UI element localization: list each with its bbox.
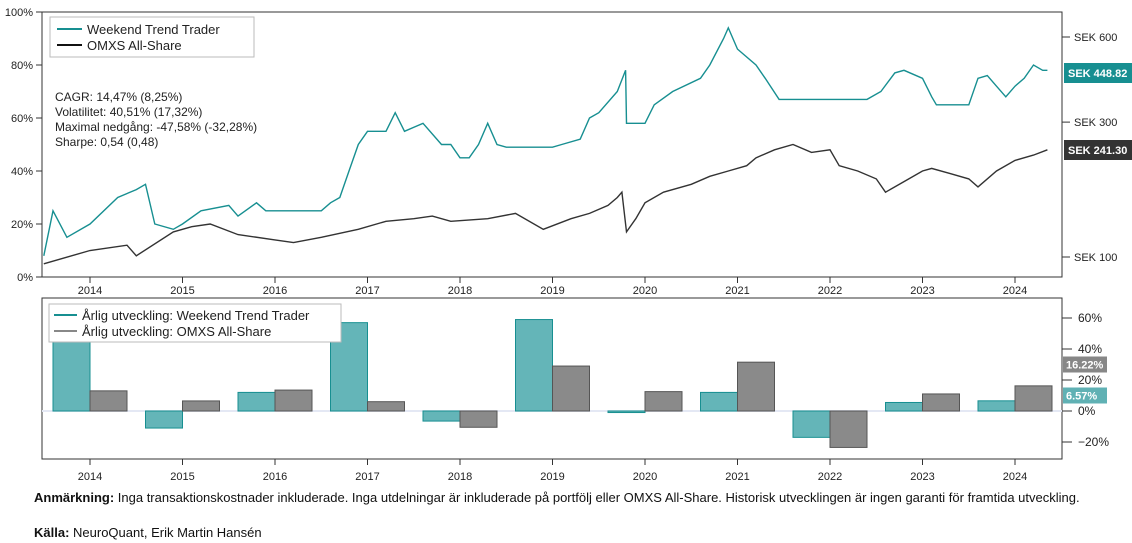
source-label: Källa:: [34, 525, 70, 540]
bar-y-tick-label: 20%: [1078, 373, 1102, 387]
y-tick-label: 80%: [11, 60, 33, 72]
line-legend: [49, 16, 255, 58]
right-tick-label: SEK 300: [1074, 117, 1117, 129]
remark-label: Anmärkning:: [34, 490, 115, 505]
bar-x-tick-label: 2019: [540, 471, 564, 483]
right-tick-label: SEK 600: [1074, 32, 1117, 44]
bar-x-tick-label: 2018: [448, 471, 472, 483]
omxs-bar: [89, 390, 128, 412]
x-tick-label: 2019: [540, 285, 564, 297]
omxs-bar: [1014, 385, 1053, 412]
end-label-box: [1064, 63, 1132, 83]
end-label: SEK 448.82: [1068, 68, 1127, 80]
bar-y-tick-label: 0%: [1078, 404, 1096, 418]
omxs-bar: [829, 410, 868, 448]
right-tick-label: SEK 100: [1074, 252, 1117, 264]
x-tick-label: 2020: [633, 285, 657, 297]
x-tick-label: 2023: [910, 285, 934, 297]
bar-end-label: 16.22%: [1066, 360, 1104, 372]
end-label-box: [1064, 140, 1132, 160]
bar-x-tick-label: 2022: [818, 471, 842, 483]
wtt-bar: [515, 319, 553, 412]
bar-x-tick-label: 2023: [910, 471, 934, 483]
stat-text: CAGR: 14,47% (8,25%): [55, 90, 182, 104]
wtt-bar: [885, 401, 923, 412]
wtt-bar: [607, 410, 646, 414]
bar-y-tick-label: −20%: [1078, 435, 1109, 449]
bar-x-tick-label: 2014: [78, 471, 102, 483]
omxs-bar: [459, 410, 498, 428]
x-tick-label: 2016: [263, 285, 287, 297]
bar-legend: [48, 303, 342, 343]
wtt-bar: [977, 400, 1016, 412]
omxs-bar: [182, 400, 220, 412]
stat-text: Sharpe: 0,54 (0,48): [55, 135, 158, 149]
bars: [52, 309, 1053, 448]
legend-label: Weekend Trend Trader: [87, 22, 220, 37]
x-tick-label: 2024: [1003, 285, 1027, 297]
x-tick-label: 2018: [448, 285, 472, 297]
bar-x-tick-label: 2020: [633, 471, 657, 483]
bar-end-label-box: [1063, 387, 1107, 404]
x-tick-label: 2017: [355, 285, 379, 297]
source-note: Källa: NeuroQuant, Erik Martin Hansén: [34, 525, 1094, 541]
source-text: NeuroQuant, Erik Martin Hansén: [69, 525, 262, 540]
wtt-line: [43, 26, 1048, 256]
bar-x-tick-label: 2016: [263, 471, 287, 483]
remark-text: Inga transaktionskostnader inkluderade. …: [114, 490, 1080, 505]
wtt-bar: [145, 410, 183, 429]
y-tick-label: 100%: [5, 7, 33, 19]
bar-end-label: 6.57%: [1066, 391, 1097, 403]
omxs-bar: [552, 365, 590, 412]
stat-text: Maximal nedgång: -47,58% (-32,28%): [55, 120, 257, 134]
x-tick-label: 2014: [78, 285, 102, 297]
end-label: SEK 241.30: [1068, 145, 1127, 157]
bar-x-tick-label: 2024: [1003, 471, 1027, 483]
wtt-bar: [237, 391, 276, 412]
omxs-bar: [737, 361, 775, 412]
y-tick-label: 20%: [11, 219, 33, 231]
y-tick-label: 60%: [11, 113, 33, 125]
bar-x-tick-label: 2017: [355, 471, 379, 483]
legend-label: Årlig utveckling: OMXS All-Share: [82, 324, 271, 339]
legend-label: Årlig utveckling: Weekend Trend Trader: [82, 308, 310, 323]
legend-label: OMXS All-Share: [87, 38, 182, 53]
x-tick-label: 2015: [170, 285, 194, 297]
y-tick-label: 0%: [17, 272, 33, 284]
wtt-bar: [792, 410, 831, 438]
bar-y-tick-label: 40%: [1078, 342, 1102, 356]
omxs-bar: [367, 401, 405, 412]
omxs-bar: [644, 391, 683, 412]
wtt-bar: [422, 410, 461, 422]
bar-x-tick-label: 2021: [725, 471, 749, 483]
y-tick-label: 40%: [11, 166, 33, 178]
bar-x-tick-label: 2015: [170, 471, 194, 483]
wtt-bar: [700, 391, 738, 412]
stat-text: Volatilitet: 40,51% (17,32%): [55, 105, 202, 119]
omxs-bar: [922, 393, 960, 412]
remark-note: Anmärkning: Inga transaktionskostnader i…: [34, 490, 1094, 506]
x-tick-label: 2022: [818, 285, 842, 297]
bar-y-tick-label: 60%: [1078, 311, 1102, 325]
omxs-bar: [274, 389, 313, 412]
bar-end-label-box: [1063, 356, 1107, 373]
x-tick-label: 2021: [725, 285, 749, 297]
omxs-line: [43, 143, 1048, 265]
